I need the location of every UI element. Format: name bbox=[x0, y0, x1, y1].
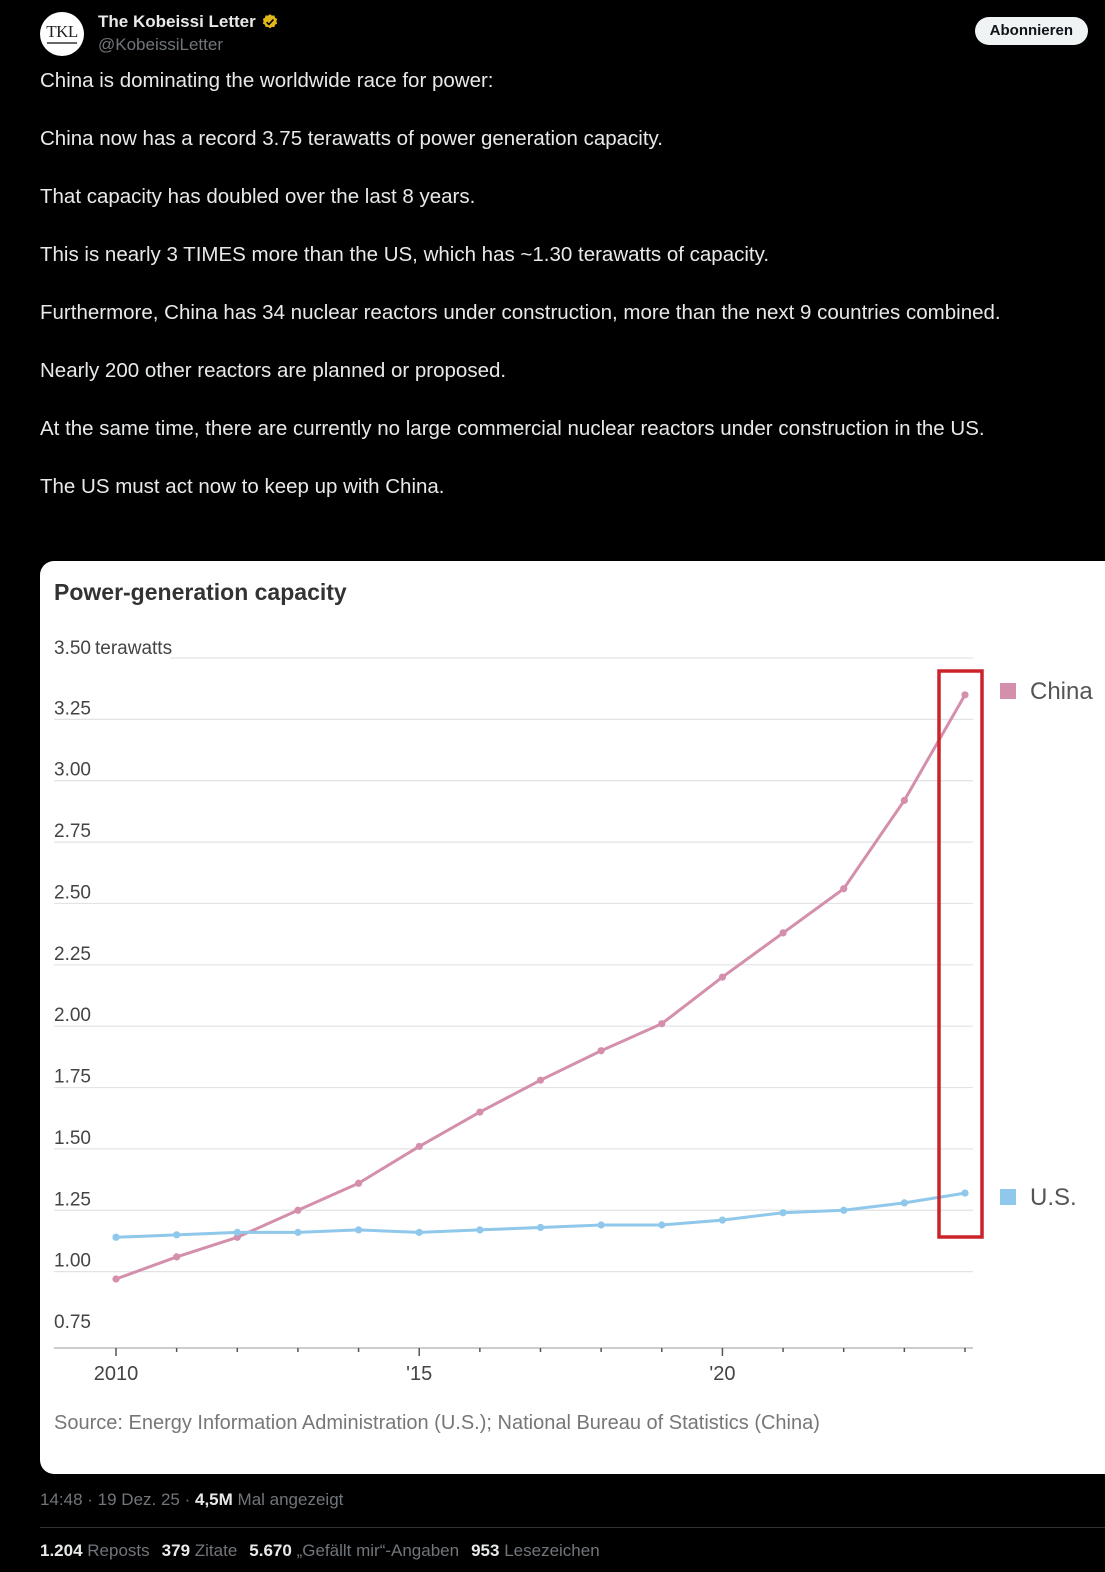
data-point bbox=[112, 1233, 120, 1241]
y-tick-label: 1.25 bbox=[54, 1189, 91, 1210]
bookmarks-count: 953 bbox=[471, 1541, 500, 1560]
data-point bbox=[779, 1209, 787, 1217]
y-tick-label: 3.25 bbox=[54, 698, 91, 719]
y-tick-label: 1.75 bbox=[54, 1067, 91, 1088]
x-tick-label: 2010 bbox=[94, 1363, 139, 1385]
power-capacity-chart: Power-generation capacity 3.50 terawatts 3.… bbox=[54, 579, 1093, 1434]
view-count-label: Mal angezeigt bbox=[237, 1490, 344, 1509]
data-point bbox=[900, 796, 908, 804]
data-point bbox=[354, 1179, 363, 1187]
bookmarks-stat[interactable]: 953 Lesezeichen bbox=[471, 1541, 600, 1561]
legend-swatch bbox=[1000, 683, 1016, 699]
chart-source: Source: Energy Information Administratio… bbox=[54, 1412, 820, 1434]
subscribe-button[interactable]: Abonnieren bbox=[974, 17, 1088, 45]
y-tick-label: 2.00 bbox=[54, 1005, 91, 1026]
tweet-paragraph: At the same time, there are currently no… bbox=[40, 417, 985, 440]
data-point bbox=[476, 1226, 484, 1234]
data-point bbox=[536, 1076, 545, 1084]
divider bbox=[40, 1527, 1105, 1528]
data-point bbox=[173, 1253, 181, 1261]
y-tick-label: 3.50 bbox=[54, 638, 91, 659]
data-point bbox=[718, 973, 727, 981]
bookmarks-label: Lesezeichen bbox=[504, 1541, 600, 1560]
tweet-image-chart[interactable]: Power-generation capacity 3.50 terawatts 3.… bbox=[40, 561, 1105, 1474]
avatar[interactable]: TKL bbox=[40, 12, 84, 56]
author-display-name[interactable]: The Kobeissi Letter bbox=[98, 12, 256, 31]
author-name-row: The Kobeissi Letter bbox=[98, 12, 279, 32]
tweet-paragraph: The US must act now to keep up with Chin… bbox=[40, 475, 445, 498]
data-point bbox=[961, 691, 969, 699]
engagement-stats: 1.204 Reposts 379 Zitate 5.670 „Gefällt … bbox=[40, 1541, 600, 1561]
tweet-date[interactable]: 19 Dez. 25 bbox=[97, 1490, 180, 1509]
data-point bbox=[233, 1228, 241, 1236]
y-tick-label: 3.00 bbox=[54, 760, 91, 781]
quotes-stat[interactable]: 379 Zitate bbox=[162, 1541, 238, 1561]
y-tick-label: 0.75 bbox=[54, 1312, 91, 1333]
author-handle[interactable]: @KobeissiLetter bbox=[98, 35, 223, 54]
data-point bbox=[597, 1221, 605, 1229]
data-point bbox=[536, 1223, 545, 1232]
tweet-paragraph: This is nearly 3 TIMES more than the US,… bbox=[40, 243, 770, 266]
data-point bbox=[840, 1206, 848, 1214]
likes-count: 5.670 bbox=[249, 1541, 292, 1560]
tweet-paragraph: Nearly 200 other reactors are planned or… bbox=[40, 359, 507, 382]
tweet-time[interactable]: 14:48 bbox=[40, 1490, 83, 1509]
tweet-paragraph: That capacity has doubled over the last … bbox=[40, 185, 476, 208]
data-point bbox=[658, 1020, 666, 1028]
tweet-meta: 14:48 · 19 Dez. 25 · 4,5M Mal angezeigt bbox=[40, 1490, 344, 1509]
data-point bbox=[415, 1142, 423, 1151]
data-point bbox=[294, 1228, 302, 1236]
data-point bbox=[294, 1206, 302, 1214]
data-point bbox=[354, 1226, 363, 1234]
series-line-china bbox=[115, 694, 967, 1281]
data-point bbox=[476, 1108, 484, 1116]
data-point bbox=[900, 1199, 908, 1207]
tweet-paragraph: China is dominating the worldwide race f… bbox=[40, 69, 494, 92]
y-tick-label: 2.75 bbox=[54, 821, 91, 842]
quotes-label: Zitate bbox=[194, 1541, 238, 1560]
x-tick-label: '20 bbox=[709, 1363, 735, 1385]
y-tick-label: 2.50 bbox=[54, 882, 91, 903]
data-point bbox=[779, 929, 787, 937]
y-tick-label: 2.25 bbox=[54, 944, 91, 965]
reposts-label: Reposts bbox=[87, 1541, 150, 1560]
verified-badge-icon bbox=[262, 14, 277, 29]
data-point bbox=[840, 885, 848, 893]
data-point bbox=[658, 1221, 666, 1229]
tweet-paragraph: China now has a record 3.75 terawatts of… bbox=[40, 127, 663, 150]
chart-title: Power-generation capacity bbox=[54, 579, 347, 605]
reposts-stat[interactable]: 1.204 Reposts bbox=[40, 1541, 150, 1561]
likes-label: „Gefällt mir“-Angaben bbox=[296, 1541, 460, 1560]
quotes-count: 379 bbox=[161, 1541, 191, 1560]
view-count: 4,5M bbox=[195, 1490, 233, 1509]
y-axis-unit: terawatts bbox=[95, 638, 172, 659]
legend-swatch bbox=[1000, 1189, 1016, 1205]
data-point bbox=[961, 1189, 969, 1197]
tweet-text: China is dominating the worldwide race f… bbox=[40, 66, 1105, 530]
y-tick-label: 1.00 bbox=[54, 1251, 91, 1272]
data-point bbox=[112, 1275, 120, 1283]
x-tick-label: '15 bbox=[406, 1363, 432, 1385]
avatar-rule bbox=[47, 42, 77, 44]
highlight-box bbox=[937, 669, 984, 1239]
data-point bbox=[597, 1047, 605, 1055]
avatar-monogram: TKL bbox=[46, 22, 78, 41]
reposts-count: 1.204 bbox=[40, 1541, 83, 1560]
tweet-header: TKL The Kobeissi Letter @KobeissiLetter … bbox=[40, 10, 1090, 58]
likes-stat[interactable]: 5.670 „Gefällt mir“-Angaben bbox=[249, 1541, 459, 1561]
legend-label: U.S. bbox=[1030, 1184, 1077, 1211]
tweet-paragraph: Furthermore, China has 34 nuclear reacto… bbox=[40, 301, 1001, 324]
data-point bbox=[718, 1216, 727, 1224]
data-point bbox=[173, 1231, 181, 1239]
legend-label: China bbox=[1030, 678, 1093, 705]
y-tick-label: 1.50 bbox=[54, 1128, 91, 1149]
data-point bbox=[415, 1228, 423, 1236]
